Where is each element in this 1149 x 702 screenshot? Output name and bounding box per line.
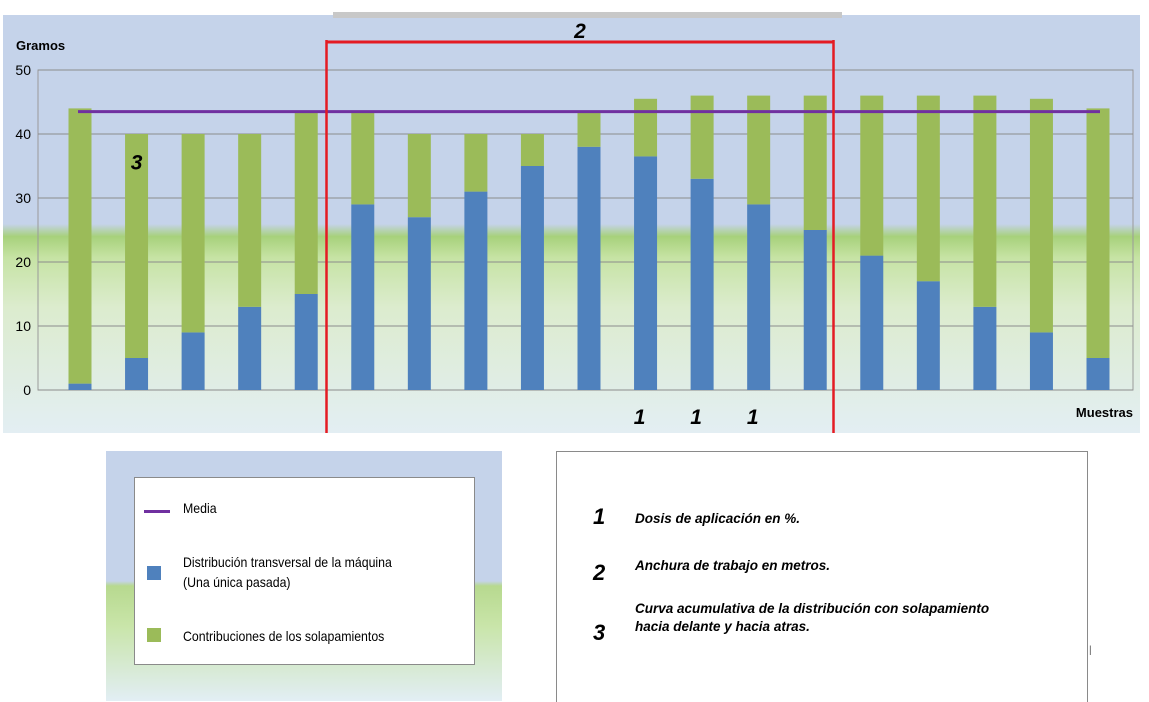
- annotation-dose: 1: [690, 406, 702, 429]
- bar-overlap: [803, 95, 827, 230]
- bar-single-pass: [181, 332, 205, 390]
- bar-single-pass: [520, 166, 544, 390]
- bar-overlap: [1086, 108, 1110, 359]
- bar-single-pass: [973, 306, 997, 390]
- y-tick-label: 50: [15, 62, 31, 78]
- annotation-working-width: 2: [573, 20, 586, 43]
- bar-overlap: [520, 134, 544, 166]
- bar-overlap: [464, 134, 488, 192]
- bar-overlap: [238, 134, 262, 307]
- bar-single-pass: [916, 281, 940, 390]
- notes-panel: 1 Dosis de aplicación en %. 2 Anchura de…: [556, 451, 1092, 702]
- legend-panel: Media Distribución transversal de la máq…: [106, 451, 502, 701]
- bar-overlap: [294, 111, 318, 294]
- bar-overlap: [181, 134, 205, 333]
- legend-single-pass-line2: (Una única pasada): [183, 574, 291, 590]
- note-2-text: Anchura de trabajo en metros.: [635, 558, 831, 573]
- bar-overlap: [860, 95, 884, 256]
- annotation-dose: 1: [634, 406, 646, 429]
- bar-overlap: [351, 111, 375, 205]
- legend-overlap-swatch: [147, 628, 161, 642]
- bar-single-pass: [1029, 332, 1053, 390]
- bar-single-pass: [747, 204, 771, 390]
- annotation-cumulative-curve: 3: [131, 152, 143, 175]
- note-2-number: 2: [593, 560, 606, 585]
- bar-overlap: [407, 134, 431, 218]
- note-3-line1: Curva acumulativa de la distribución con…: [635, 601, 990, 616]
- legend-mean-swatch: [144, 510, 170, 513]
- bar-overlap: [1029, 98, 1053, 333]
- bar-single-pass: [634, 156, 658, 390]
- bar-overlap: [973, 95, 997, 307]
- note-1-number: 1: [593, 504, 606, 529]
- y-tick-label: 40: [15, 126, 31, 142]
- legend-mean-label: Media: [183, 500, 217, 516]
- annotation-dose: 1: [747, 406, 759, 429]
- bar-single-pass: [294, 294, 318, 390]
- y-tick-label: 30: [15, 190, 31, 206]
- y-axis-label: Gramos: [16, 38, 65, 53]
- bar-single-pass: [68, 383, 92, 390]
- bar-single-pass: [125, 358, 149, 390]
- bar-single-pass: [238, 306, 262, 390]
- legend-single-pass-line1: Distribución transversal de la máquina: [183, 554, 392, 570]
- bar-single-pass: [577, 146, 601, 390]
- bar-single-pass: [1086, 358, 1110, 390]
- bar-single-pass: [464, 191, 488, 390]
- bar-overlap: [577, 111, 601, 147]
- note-3-line2: hacia delante y hacia atras.: [635, 619, 810, 634]
- bar-single-pass: [407, 217, 431, 390]
- stray-mark: |: [1089, 645, 1092, 656]
- note-3-text: Curva acumulativa de la distribución con…: [635, 600, 989, 636]
- y-tick-label: 20: [15, 254, 31, 270]
- bar-overlap: [68, 108, 92, 384]
- top-gray-strip: [333, 12, 842, 18]
- bar-overlap: [125, 134, 149, 358]
- legend-overlap-label: Contribuciones de los solapamientos: [183, 628, 385, 644]
- bar-single-pass: [860, 255, 884, 390]
- legend-single-pass-label: Distribución transversal de la máquina (…: [183, 552, 392, 592]
- stacked-bar-chart: 0 10 20 30 40 50 Gramos Muestras 1 1 1 2 3: [3, 12, 1140, 433]
- x-axis-label: Muestras: [1076, 405, 1133, 420]
- bar-single-pass: [690, 178, 714, 390]
- bar-single-pass: [351, 204, 375, 390]
- bar-overlap: [747, 95, 771, 205]
- chart-background: [3, 15, 1140, 433]
- note-3-number: 3: [593, 620, 606, 645]
- bar-overlap: [916, 95, 940, 282]
- bar-overlap: [690, 95, 714, 179]
- legend: Media Distribución transversal de la máq…: [134, 477, 475, 665]
- bar-single-pass: [803, 230, 827, 390]
- note-1-text: Dosis de aplicación en %.: [635, 511, 801, 526]
- y-tick-label: 0: [23, 382, 31, 398]
- bar-overlap: [634, 98, 658, 157]
- legend-single-pass-swatch: [147, 566, 161, 580]
- y-tick-label: 10: [15, 318, 31, 334]
